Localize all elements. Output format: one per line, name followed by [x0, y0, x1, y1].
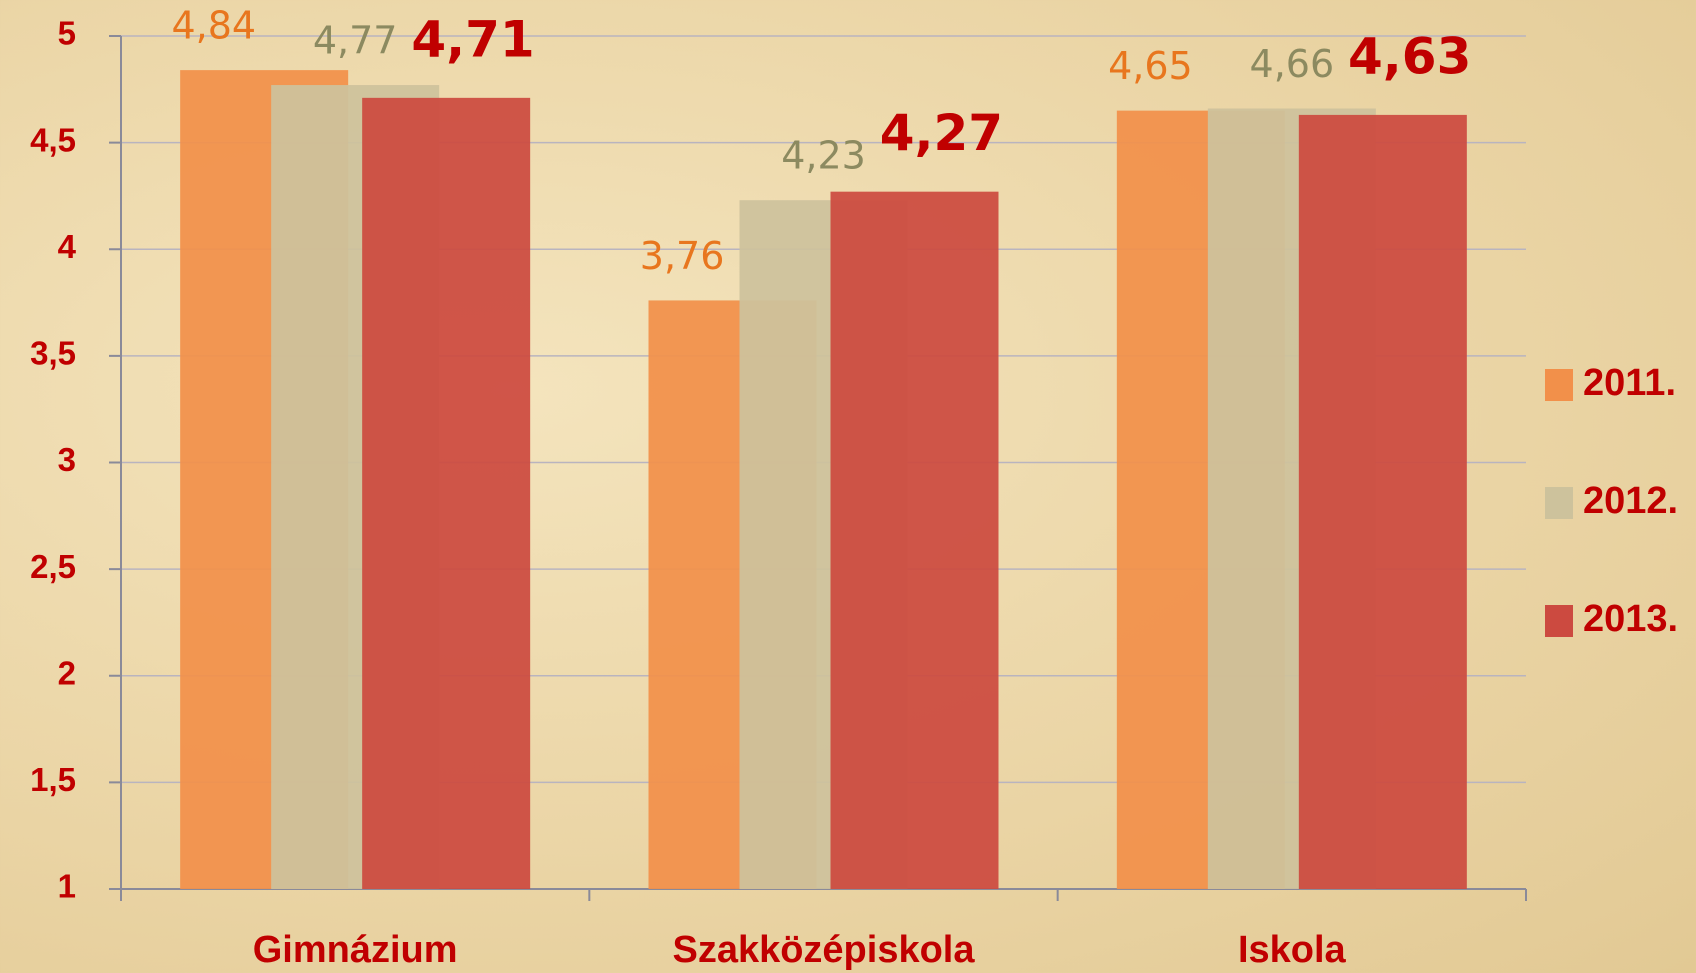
y-tick-label: 1,5: [30, 761, 76, 798]
data-label: 4,84: [171, 4, 256, 48]
data-label: 3,76: [640, 234, 725, 278]
x-tick-label: Iskola: [1238, 929, 1347, 971]
data-label: 4,23: [781, 134, 866, 178]
y-tick-label: 2: [58, 654, 76, 691]
y-tick-label: 5: [58, 15, 76, 52]
data-label: 4,27: [880, 104, 1003, 162]
y-tick-label: 4: [58, 228, 77, 265]
x-tick-label: Gimnázium: [253, 929, 458, 971]
data-label: 4,65: [1108, 44, 1193, 88]
legend-swatch: [1545, 605, 1573, 637]
data-label: 4,63: [1348, 27, 1471, 85]
legend-label: 2011.: [1583, 362, 1676, 404]
data-label: 4,71: [411, 10, 534, 68]
legend-label: 2012.: [1583, 480, 1678, 522]
legend-label: 2013.: [1583, 598, 1678, 640]
legend-swatch: [1545, 487, 1573, 519]
x-tick-label: Szakközépiskola: [672, 929, 975, 971]
bar: [830, 191, 999, 890]
bar: [362, 97, 531, 889]
y-tick-label: 3,5: [30, 335, 76, 372]
y-tick-label: 2,5: [30, 548, 76, 585]
legend-swatch: [1545, 369, 1573, 401]
y-tick-label: 3: [58, 441, 76, 478]
data-label: 4,66: [1250, 42, 1335, 86]
y-tick-label: 1: [58, 868, 76, 905]
data-label: 4,77: [313, 19, 398, 63]
bar: [1298, 114, 1467, 890]
y-tick-label: 4,5: [30, 121, 76, 158]
